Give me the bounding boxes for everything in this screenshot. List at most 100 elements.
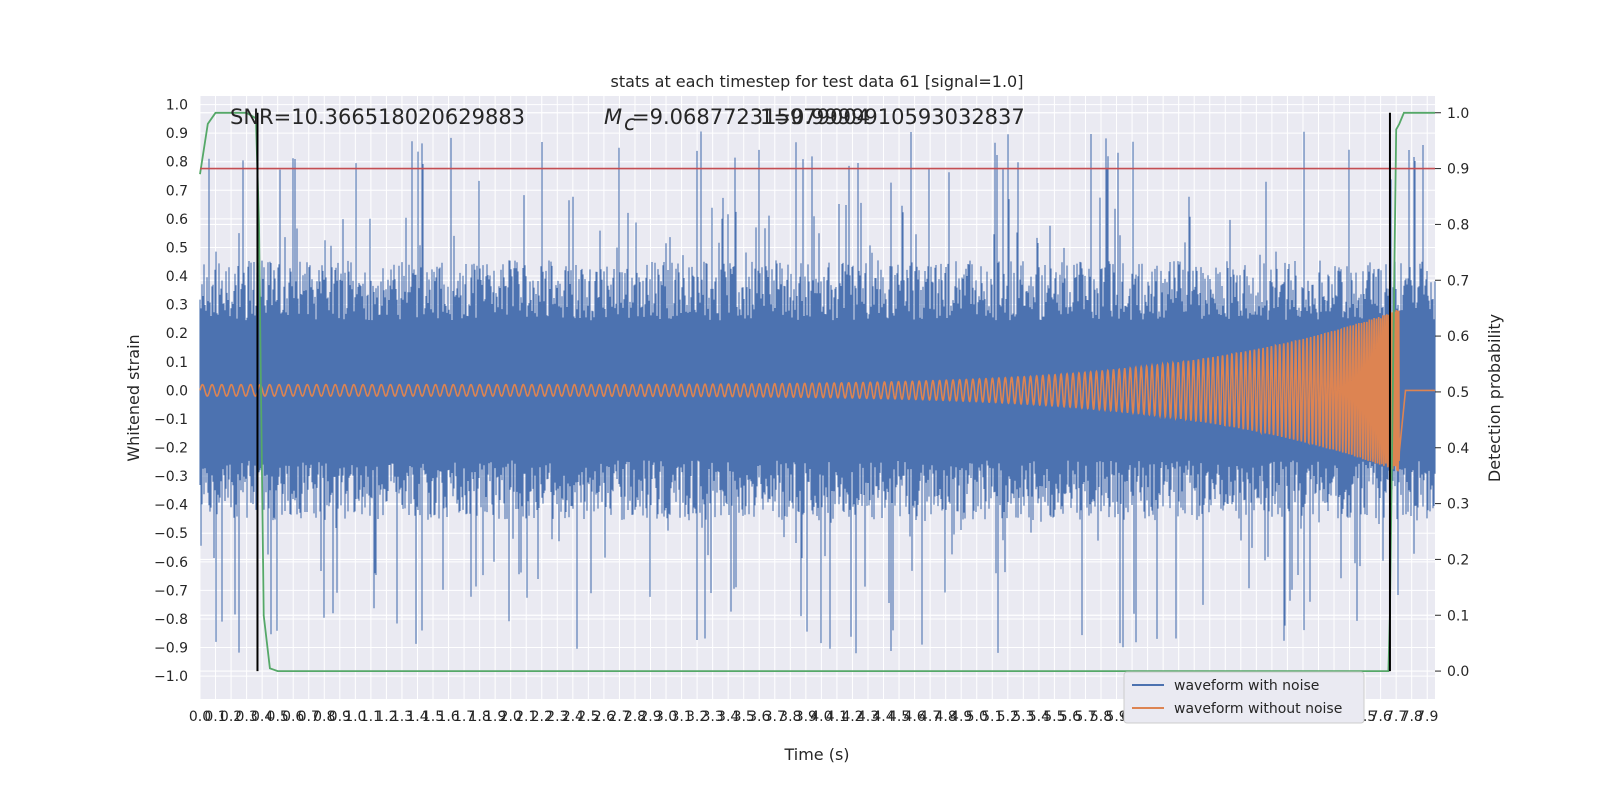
x-tick-label: 5.8 — [1090, 709, 1112, 725]
y-tick-label: 0.5 — [166, 240, 188, 256]
x-tick-label: 3.3 — [702, 709, 724, 725]
x-tick-label: 4.1 — [826, 709, 848, 725]
x-tick-label: 1.6 — [437, 709, 459, 725]
probability-layer — [199, 111, 1435, 672]
y-tick-label: 0.2 — [166, 326, 188, 342]
x-tick-label: 2.0 — [500, 709, 522, 725]
x-tick-label: 0.0 — [189, 709, 211, 725]
x-tick-label: 0.9 — [329, 709, 351, 725]
x-tick-label: 5.9 — [1105, 709, 1127, 725]
snr-annotation: SNR=10.366518020629883 — [230, 105, 525, 129]
x-tick-label: 1.7 — [453, 709, 475, 725]
x-tick-label: 0.2 — [220, 709, 242, 725]
x-tick-label: 3.2 — [686, 709, 708, 725]
x-tick-label: 3.8 — [779, 709, 801, 725]
y-right-tick-label: 0.2 — [1447, 552, 1469, 568]
x-tick-label: 4.0 — [810, 709, 832, 725]
x-tick-label: 2.1 — [515, 709, 537, 725]
y-tick-label: 0.0 — [166, 383, 188, 399]
y-tick-label: 0.9 — [166, 126, 188, 142]
y-right-tick-label: 0.7 — [1447, 273, 1469, 289]
y-tick-label: −0.1 — [154, 412, 188, 428]
y-right-tick-label: 0.0 — [1447, 664, 1469, 680]
x-tick-label: 5.3 — [1012, 709, 1034, 725]
y-tick-label: −1.0 — [154, 669, 188, 685]
clean-waveform-layer — [199, 309, 1435, 472]
y-tick-label: 1.0 — [166, 98, 188, 114]
y-right-tick-label: 0.6 — [1447, 329, 1469, 345]
svg-text:c: c — [624, 111, 636, 135]
y-tick-layer: 1.0 0.9 0.8 0.7 0.6 0.5 0.4 0.3 0.2 0.1 0.0 −0.1 −0.… — [154, 98, 188, 686]
x-tick-label: 1.2 — [375, 709, 397, 725]
x-tick-label: 4.8 — [935, 709, 957, 725]
y-tick-label: −0.9 — [154, 641, 188, 657]
x-tick-label: 5.0 — [966, 709, 988, 725]
y-tick-right-layer: 1.0 0.9 0.8 0.7 0.6 0.5 0.4 0.3 0.2 0.1 0.0 — [1435, 106, 1469, 680]
y-tick-label: 0.1 — [166, 355, 188, 371]
x-tick-label: 0.7 — [298, 709, 320, 725]
y-tick-label: 0.4 — [166, 269, 188, 285]
x-tick-label: 0.8 — [313, 709, 335, 725]
x-tick-label: 5.4 — [1028, 709, 1050, 725]
x-tick-label: 3.4 — [717, 709, 739, 725]
x-tick-label: 5.5 — [1043, 709, 1065, 725]
x-tick-label: 7.9 — [1416, 709, 1438, 725]
y-tick-label: 0.7 — [166, 183, 188, 199]
x-tick-label: 2.9 — [639, 709, 661, 725]
chirp-mass-annotation: M c =9.068772315979004 — [604, 105, 870, 135]
clean-waveform-line — [199, 309, 1435, 472]
chart-title: stats at each timestep for test data 61 … — [611, 72, 1024, 91]
y-axis-right-label: Detection probability — [1485, 314, 1504, 482]
x-tick-label: 4.7 — [919, 709, 941, 725]
x-tick-label: 5.6 — [1059, 709, 1081, 725]
x-tick-label: 2.8 — [624, 709, 646, 725]
y-tick-label: −0.5 — [154, 526, 188, 542]
y-right-tick-label: 0.5 — [1447, 385, 1469, 401]
x-tick-label: 1.9 — [484, 709, 506, 725]
x-tick-label: 3.1 — [670, 709, 692, 725]
x-tick-label: 4.4 — [872, 709, 894, 725]
probability-annotation: 1=0.9999910593032837 — [760, 105, 1025, 129]
legend-label-clean: waveform without noise — [1174, 701, 1342, 717]
x-tick-label: 4.5 — [888, 709, 910, 725]
y-tick-label: −0.7 — [154, 583, 188, 599]
x-tick-label: 1.4 — [406, 709, 428, 725]
x-tick-label: 7.8 — [1401, 709, 1423, 725]
vertical-lines-layer — [256, 112, 1391, 672]
x-tick-label: 2.4 — [562, 709, 584, 725]
legend: waveform with noise waveform without noi… — [1123, 671, 1365, 724]
x-tick-label: 0.6 — [282, 709, 304, 725]
x-tick-label: 7.6 — [1369, 709, 1391, 725]
x-tick-label: 0.1 — [204, 709, 226, 725]
x-tick-label: 3.0 — [655, 709, 677, 725]
y-tick-label: −0.3 — [154, 469, 188, 485]
x-tick-label: 2.3 — [546, 709, 568, 725]
y-right-tick-label: 0.9 — [1447, 162, 1469, 178]
x-tick-label: 0.4 — [251, 709, 273, 725]
x-tick-label: 2.5 — [577, 709, 599, 725]
x-tick-label: 1.5 — [422, 709, 444, 725]
y-right-tick-label: 1.0 — [1447, 106, 1469, 122]
y-tick-label: 0.3 — [166, 298, 188, 314]
x-tick-label: 5.1 — [981, 709, 1003, 725]
x-tick-label: 3.7 — [764, 709, 786, 725]
y-right-tick-label: 0.1 — [1447, 608, 1469, 624]
y-tick-label: −0.6 — [154, 555, 188, 571]
y-tick-label: −0.2 — [154, 441, 188, 457]
x-tick-label: 7.7 — [1385, 709, 1407, 725]
x-tick-label: 5.2 — [997, 709, 1019, 725]
detection-probability-line — [199, 111, 1435, 672]
x-axis-label: Time (s) — [783, 745, 849, 764]
y-right-tick-label: 0.8 — [1447, 217, 1469, 233]
x-tick-label: 3.9 — [795, 709, 817, 725]
y-right-tick-label: 0.3 — [1447, 497, 1469, 513]
x-tick-label: 1.8 — [468, 709, 490, 725]
x-tick-label: 4.9 — [950, 709, 972, 725]
x-tick-label: 1.1 — [360, 709, 382, 725]
x-tick-label: 2.7 — [608, 709, 630, 725]
x-tick-label: 3.5 — [733, 709, 755, 725]
x-tick-label: 1.3 — [391, 709, 413, 725]
x-tick-label: 0.5 — [267, 709, 289, 725]
